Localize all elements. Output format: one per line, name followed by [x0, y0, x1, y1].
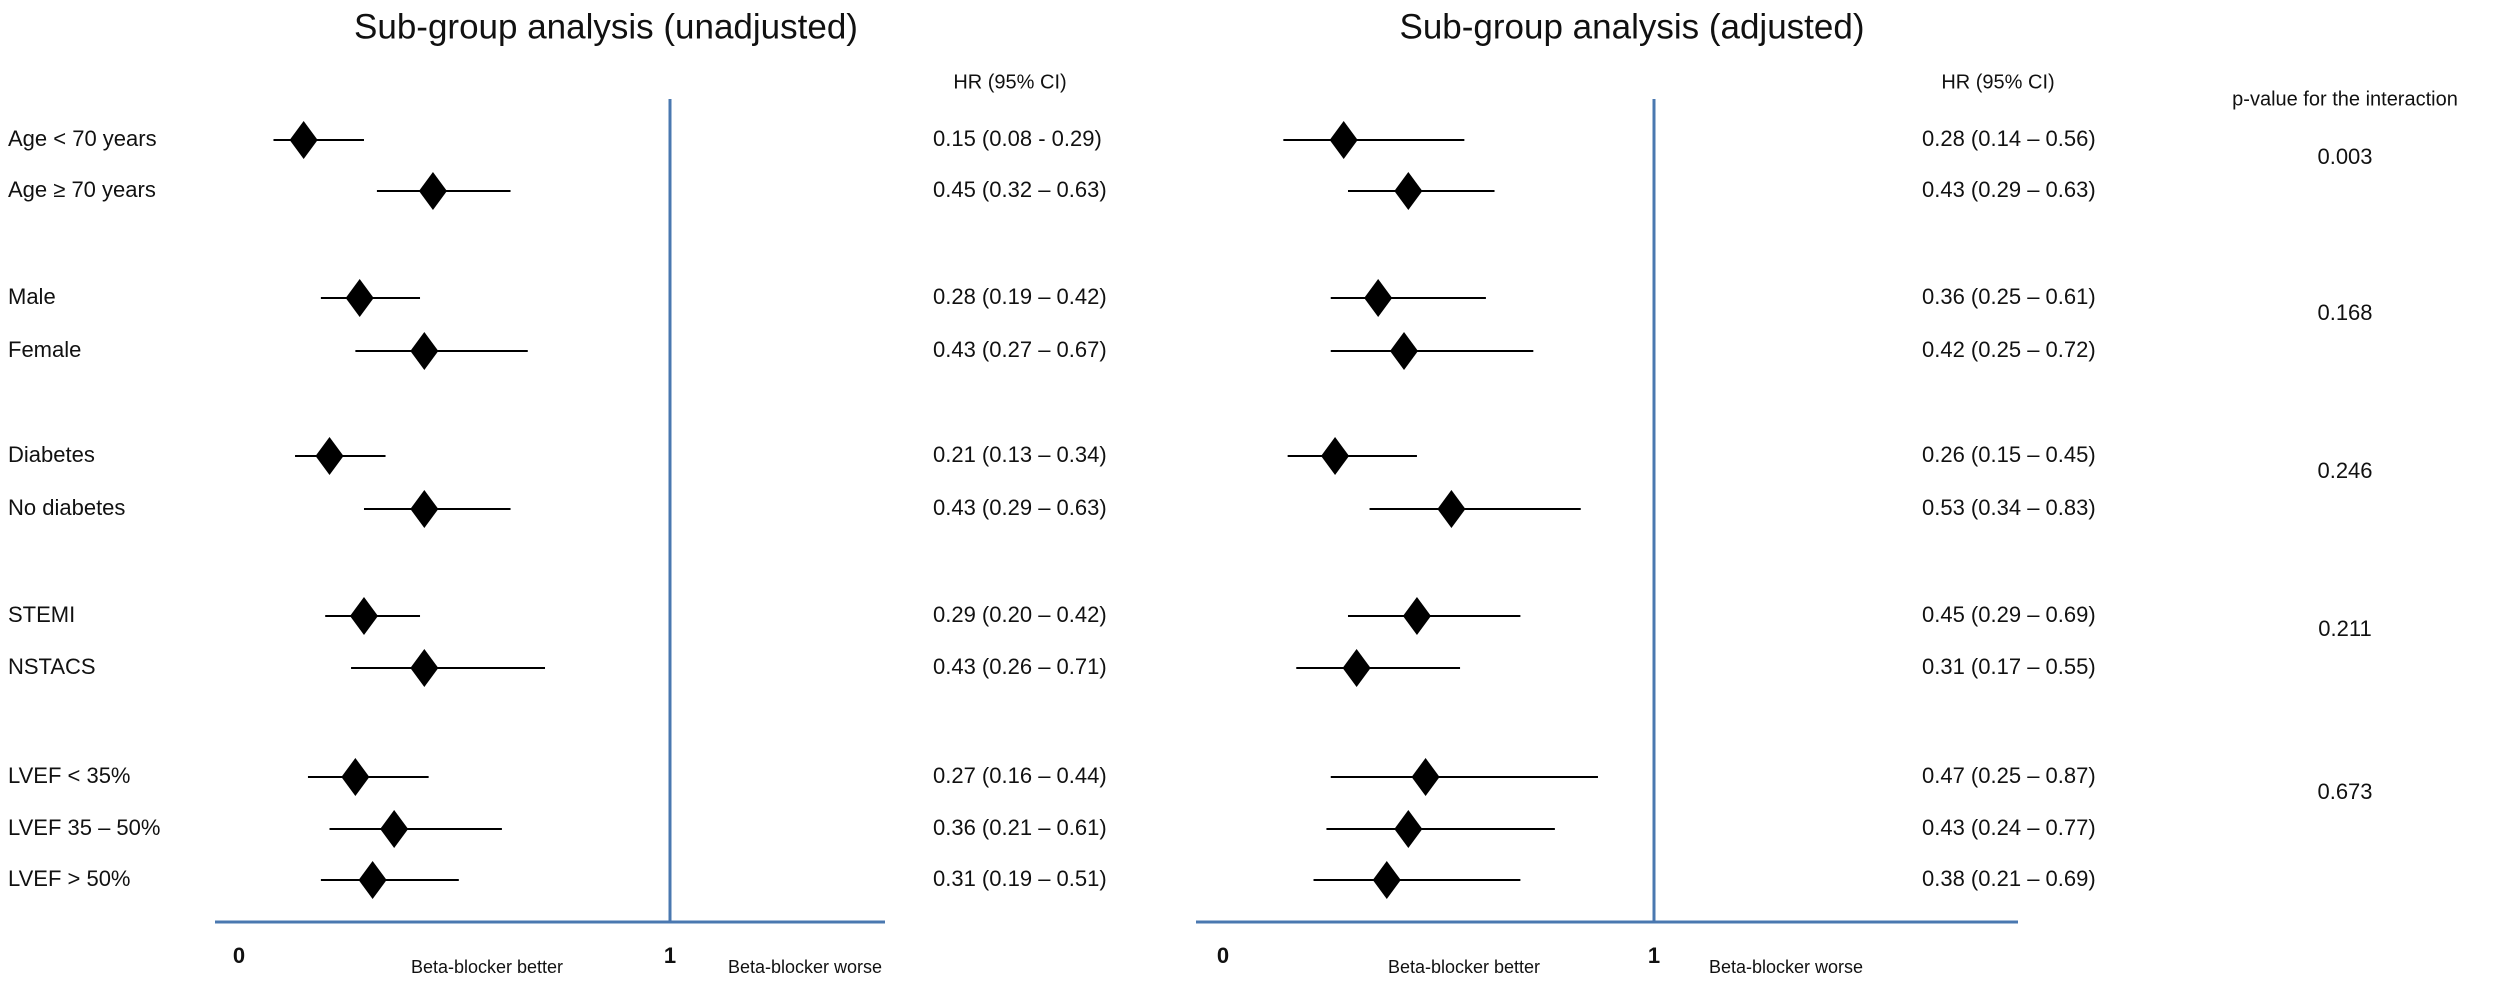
hr-marker [349, 597, 378, 635]
p-value: 0.673 [2317, 779, 2372, 804]
hr-label: 0.29 (0.20 – 0.42) [933, 602, 1107, 627]
hr-label: 0.28 (0.19 – 0.42) [933, 284, 1107, 309]
hr-marker [289, 121, 318, 159]
panel-title: Sub-group analysis (adjusted) [1400, 7, 1865, 46]
category-label: Female [8, 337, 81, 362]
annotation: Beta-blocker better [1388, 957, 1540, 977]
category-label: Age < 70 years [8, 126, 157, 151]
hr-marker [1437, 490, 1466, 528]
hr-marker [1394, 810, 1423, 848]
hr-marker [418, 172, 447, 210]
hr-marker [315, 437, 344, 475]
hr-marker [1411, 758, 1440, 796]
x-tick-label: 0 [233, 943, 245, 968]
annotation: Beta-blocker worse [1709, 957, 1863, 977]
category-label: No diabetes [8, 495, 125, 520]
hr-marker [1321, 437, 1350, 475]
category-label: LVEF < 35% [8, 763, 131, 788]
hr-label: 0.38 (0.21 – 0.69) [1922, 866, 2096, 891]
hr-label: 0.47 (0.25 – 0.87) [1922, 763, 2096, 788]
hr-label: 0.36 (0.25 – 0.61) [1922, 284, 2096, 309]
hr-marker [1342, 649, 1371, 687]
hr-marker [380, 810, 409, 848]
hr-marker [1329, 121, 1358, 159]
hr-label: 0.31 (0.19 – 0.51) [933, 866, 1107, 891]
hr-label: 0.21 (0.13 – 0.34) [933, 442, 1107, 467]
hr-label: 0.45 (0.32 – 0.63) [933, 177, 1107, 202]
hr-label: 0.15 (0.08 - 0.29) [933, 126, 1102, 151]
category-label: Diabetes [8, 442, 95, 467]
p-value: 0.211 [2318, 616, 2371, 641]
hr-marker [1372, 861, 1401, 899]
x-tick-label: 1 [1648, 943, 1660, 968]
hr-marker [1364, 279, 1393, 317]
category-label: Male [8, 284, 56, 309]
category-label: LVEF > 50% [8, 866, 131, 891]
category-label: Age ≥ 70 years [8, 177, 156, 202]
hr-marker [358, 861, 387, 899]
x-tick-label: 1 [664, 943, 676, 968]
column-header: HR (95% CI) [1941, 71, 2054, 93]
category-label: STEMI [8, 602, 75, 627]
p-value: 0.246 [2317, 458, 2372, 483]
x-tick-label: 0 [1217, 943, 1229, 968]
column-header: HR (95% CI) [953, 71, 1066, 93]
hr-label: 0.27 (0.16 – 0.44) [933, 763, 1107, 788]
hr-marker [410, 332, 439, 370]
hr-marker [410, 490, 439, 528]
panel-title: Sub-group analysis (unadjusted) [354, 7, 858, 46]
hr-label: 0.43 (0.26 – 0.71) [933, 654, 1107, 679]
hr-label: 0.53 (0.34 – 0.83) [1922, 495, 2096, 520]
category-label: NSTACS [8, 654, 96, 679]
hr-marker [1390, 332, 1419, 370]
hr-label: 0.36 (0.21 – 0.61) [933, 815, 1107, 840]
hr-marker [410, 649, 439, 687]
hr-label: 0.31 (0.17 – 0.55) [1922, 654, 2096, 679]
hr-label: 0.43 (0.29 – 0.63) [933, 495, 1107, 520]
hr-marker [345, 279, 374, 317]
hr-label: 0.45 (0.29 – 0.69) [1922, 602, 2096, 627]
annotation: Beta-blocker worse [728, 957, 882, 977]
hr-marker [341, 758, 370, 796]
hr-label: 0.43 (0.29 – 0.63) [1922, 177, 2096, 202]
hr-label: 0.42 (0.25 – 0.72) [1922, 337, 2096, 362]
p-value: 0.003 [2317, 144, 2372, 169]
hr-label: 0.26 (0.15 – 0.45) [1922, 442, 2096, 467]
hr-label: 0.43 (0.27 – 0.67) [933, 337, 1107, 362]
annotation: Beta-blocker better [411, 957, 563, 977]
p-value: 0.168 [2317, 300, 2372, 325]
interaction-header: p-value for the interaction [2232, 88, 2458, 110]
hr-label: 0.28 (0.14 – 0.56) [1922, 126, 2096, 151]
category-label: LVEF 35 – 50% [8, 815, 160, 840]
hr-marker [1394, 172, 1423, 210]
hr-marker [1402, 597, 1431, 635]
hr-label: 0.43 (0.24 – 0.77) [1922, 815, 2096, 840]
